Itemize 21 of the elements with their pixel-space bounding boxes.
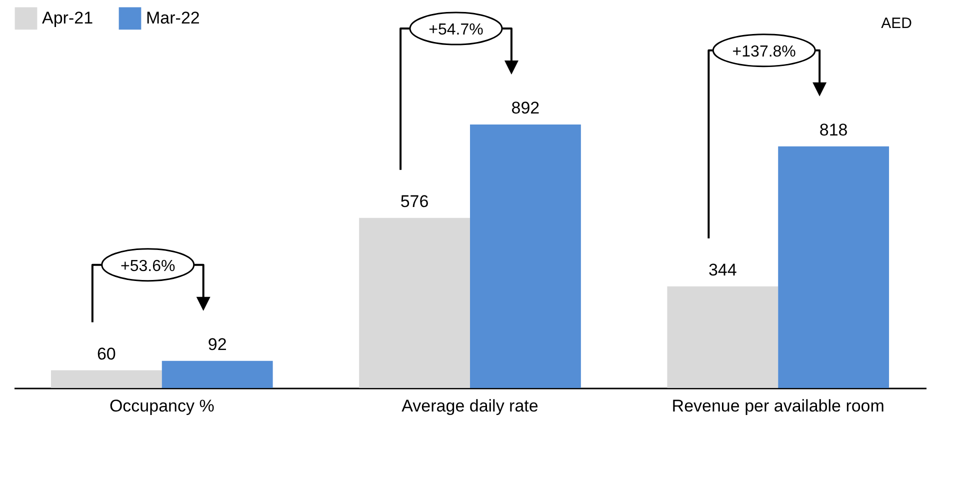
x-tick-label: Occupancy % xyxy=(109,396,214,416)
bar xyxy=(359,218,470,388)
legend-label: Mar-22 xyxy=(146,8,200,28)
data-label: 60 xyxy=(96,344,116,364)
data-label: 892 xyxy=(511,98,540,118)
bar xyxy=(470,124,581,388)
text: AED xyxy=(881,15,912,32)
text: +54.7% xyxy=(428,22,484,39)
x-tick-label: Revenue per available room xyxy=(672,396,884,416)
legend-label: Apr-21 xyxy=(42,8,94,28)
bar xyxy=(162,360,273,388)
bar xyxy=(50,370,162,388)
bar xyxy=(778,146,890,388)
data-label: 344 xyxy=(708,260,737,280)
data-label: 576 xyxy=(400,192,429,211)
bar xyxy=(667,286,778,388)
text: +137.8% xyxy=(732,43,796,60)
annotation: +53.6% xyxy=(120,258,176,275)
data-label: 818 xyxy=(819,120,848,140)
data-label: 92 xyxy=(208,334,227,354)
x-tick-label: Average daily rate xyxy=(402,396,538,416)
